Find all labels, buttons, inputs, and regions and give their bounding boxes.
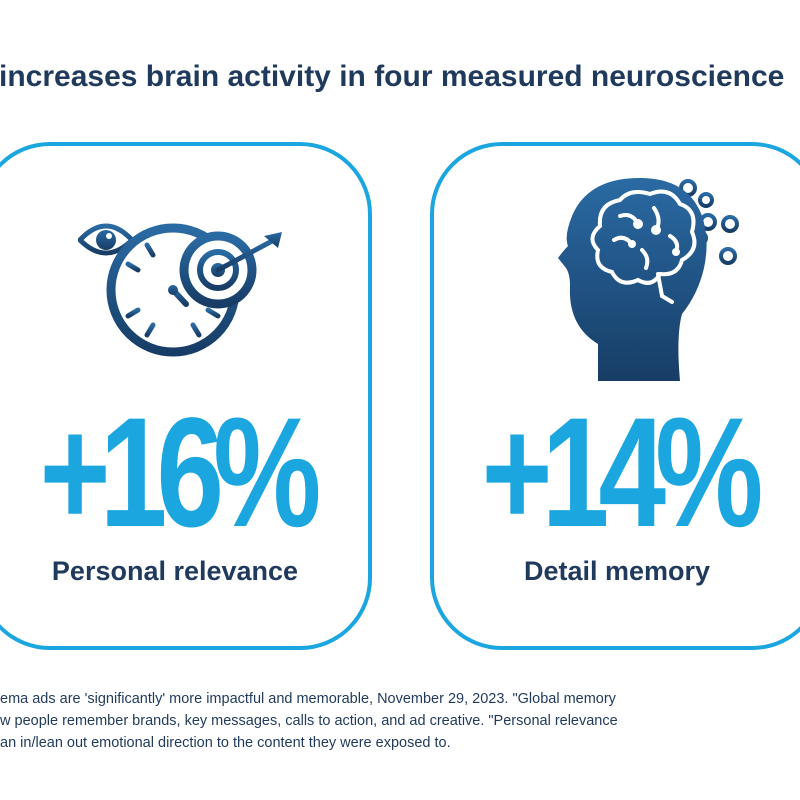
- footnote-line-1: ema ads are 'significantly' more impactf…: [0, 691, 616, 707]
- stat-label-detail-memory: Detail memory: [523, 556, 711, 586]
- footnote-line-2: w people remember brands, key messages, …: [0, 713, 618, 729]
- stat-card-personal-relevance: [0, 142, 372, 650]
- footnote: ema ads are 'significantly' more impactf…: [0, 688, 800, 754]
- stat-value-personal-relevance: +16%: [39, 386, 322, 560]
- stat-value-detail-memory: +14%: [481, 386, 764, 560]
- stat-label-personal-relevance: Personal relevance: [51, 556, 299, 586]
- target-icon: [179, 231, 282, 309]
- footnote-line-3: an in/lean out emotional direction to th…: [0, 735, 451, 751]
- headline: a increases brain activity in four measu…: [0, 60, 785, 93]
- head-silhouette-icon: [558, 178, 707, 381]
- stat-card-detail-memory: [430, 142, 800, 650]
- head-brain-bubbles-icon: [558, 178, 739, 381]
- clock-eye-target-icon: [78, 223, 282, 357]
- brain-icon: [590, 189, 697, 304]
